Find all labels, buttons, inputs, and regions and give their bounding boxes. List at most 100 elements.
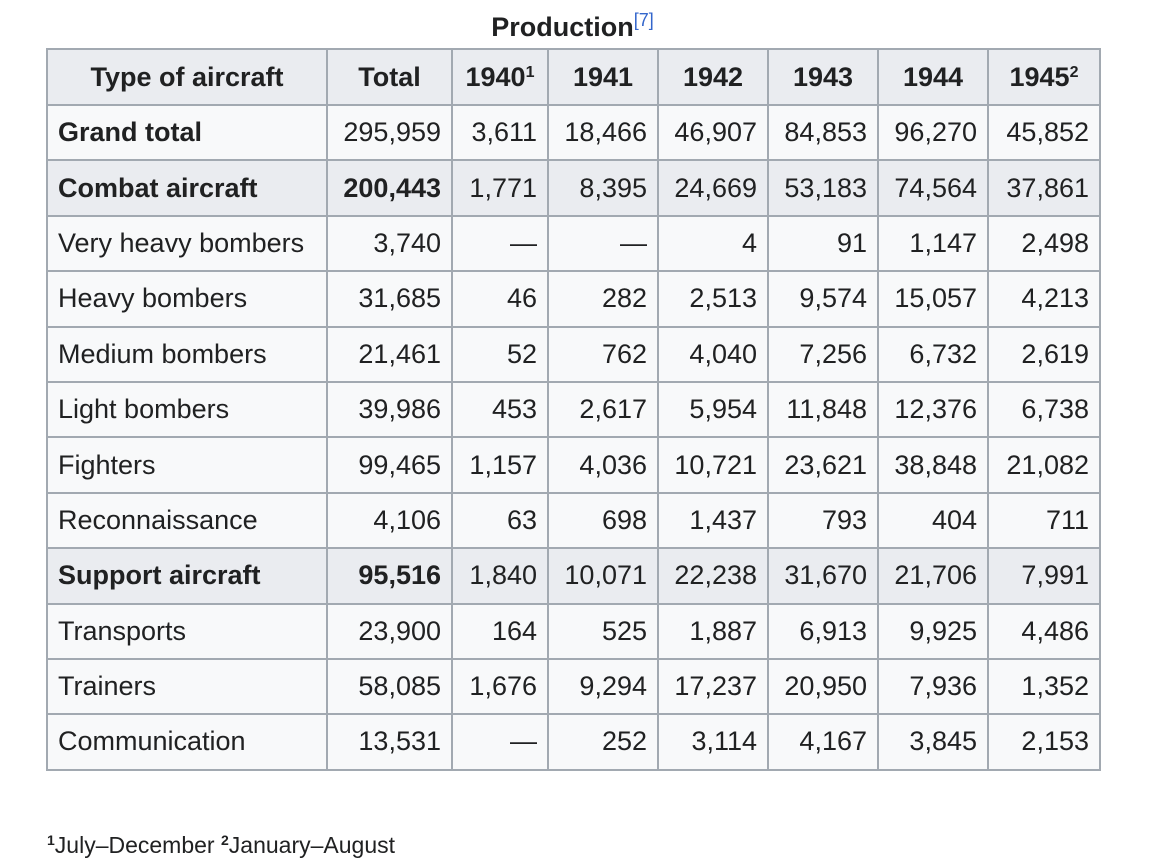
table-row: Grand total 295,959 3,611 18,466 46,907 84,85… — [46, 103, 1101, 162]
table-cell: 9,925 — [877, 602, 989, 660]
table-cell: 74,564 — [877, 159, 989, 217]
table-cell: 4,040 — [657, 325, 769, 383]
table-row: Medium bombers 21,461 52 762 4,040 7,256 6,732… — [46, 325, 1101, 383]
row-total-cell: 4,106 — [326, 491, 453, 550]
table-cell: 4,213 — [987, 270, 1101, 328]
table-cell: 2,153 — [987, 713, 1101, 771]
table-cell: 164 — [451, 602, 549, 660]
table-cell: 96,270 — [877, 103, 989, 162]
table-cell: 4,167 — [767, 713, 879, 771]
table-cell: 1,840 — [451, 547, 549, 605]
row-label: Fighters — [46, 436, 328, 494]
row-label: Very heavy bombers — [46, 214, 328, 273]
column-header-label: 1941 — [572, 61, 634, 92]
column-header: Total — [326, 48, 453, 106]
table-cell: 1,887 — [657, 602, 769, 660]
row-label: Light bombers — [46, 380, 328, 439]
table-cell: 63 — [451, 491, 549, 550]
table-cell: 12,376 — [877, 380, 989, 439]
table-cell: 17,237 — [657, 657, 769, 716]
footnote-2: 2January–August — [221, 832, 395, 858]
column-header: 1944 — [877, 48, 989, 106]
table-row: Trainers 58,085 1,676 9,294 17,237 20,950 7,93… — [46, 657, 1101, 716]
table-cell: — — [547, 214, 659, 273]
table-cell: 6,732 — [877, 325, 989, 383]
table-cell: 698 — [547, 491, 659, 550]
table-cell: 7,256 — [767, 325, 879, 383]
column-header: 1942 — [657, 48, 769, 106]
table-cell: 22,238 — [657, 547, 769, 605]
table-cell: 6,913 — [767, 602, 879, 660]
footnote-2-marker: 2 — [220, 832, 229, 848]
table-cell: 84,853 — [767, 103, 879, 162]
row-total-cell: 21,461 — [326, 325, 453, 383]
table-cell: 282 — [547, 270, 659, 328]
column-header: 1941 — [547, 48, 659, 106]
table-cell: 46 — [451, 270, 549, 328]
column-header: Type of aircraft — [46, 48, 328, 106]
table-row: Combat aircraft 200,443 1,771 8,395 24,669 53… — [46, 159, 1101, 217]
table-cell: 4,486 — [987, 602, 1101, 660]
caption-reference-link[interactable]: [7] — [633, 10, 654, 30]
table-cell: 11,848 — [767, 380, 879, 439]
footnote-2-text: January–August — [228, 832, 396, 858]
column-header-label: 1940 — [465, 61, 526, 92]
table-cell: 53,183 — [767, 159, 879, 217]
row-total-cell: 23,900 — [326, 602, 453, 660]
table-cell: 10,071 — [547, 547, 659, 605]
table-cell: 9,574 — [767, 270, 879, 328]
table-cell: 2,617 — [547, 380, 659, 439]
row-label: Grand total — [46, 103, 328, 162]
table-row: Support aircraft 95,516 1,840 10,071 22,238 3… — [46, 547, 1101, 605]
table-row: Fighters 99,465 1,157 4,036 10,721 23,621 38,8… — [46, 436, 1101, 494]
row-total-cell: 3,740 — [326, 214, 453, 273]
table-cell: 3,114 — [657, 713, 769, 771]
production-table: Type of aircraft Total 19401 1941 1942 1943 19… — [46, 48, 1101, 771]
column-header-label: 1944 — [902, 61, 964, 92]
table-row: Very heavy bombers 3,740— —4 91 1,147 2,498 — [46, 214, 1101, 273]
row-total-cell: 295,959 — [326, 103, 453, 162]
table-cell: 91 — [767, 214, 879, 273]
row-total-cell: 39,986 — [326, 380, 453, 439]
table-row: Light bombers 39,986 453 2,617 5,954 11,848 12… — [46, 380, 1101, 439]
table-cell: 5,954 — [657, 380, 769, 439]
table-cell: 37,861 — [987, 159, 1101, 217]
row-label: Communication — [46, 713, 328, 771]
table-cell: 7,991 — [987, 547, 1101, 605]
table-cell: — — [451, 214, 549, 273]
table-cell: 1,676 — [451, 657, 549, 716]
table-cell: 9,294 — [547, 657, 659, 716]
table-cell: 8,395 — [547, 159, 659, 217]
table-cell: 2,619 — [987, 325, 1101, 383]
table-cell: 6,738 — [987, 380, 1101, 439]
table-cell: 10,721 — [657, 436, 769, 494]
column-header-label: Total — [358, 61, 421, 92]
row-total-cell: 200,443 — [326, 159, 453, 217]
table-body: Grand total 295,959 3,611 18,466 46,907 84,85… — [46, 103, 1101, 771]
table-row: Communication 13,531—252 3,114 4,167 3,845 2,… — [46, 713, 1101, 771]
column-header-label: Type of aircraft — [90, 61, 284, 92]
table-cell: 1,147 — [877, 214, 989, 273]
column-footnote-marker: 2 — [1069, 63, 1079, 81]
row-label: Reconnaissance — [46, 491, 328, 550]
table-cell: 24,669 — [657, 159, 769, 217]
table-cell: 21,706 — [877, 547, 989, 605]
table-cell: 1,157 — [451, 436, 549, 494]
row-total-cell: 95,516 — [326, 547, 453, 605]
table-cell: 1,771 — [451, 159, 549, 217]
row-label: Trainers — [46, 657, 328, 716]
table-cell: 404 — [877, 491, 989, 550]
table-cell: 3,611 — [451, 103, 549, 162]
row-label: Medium bombers — [46, 325, 328, 383]
table-cell: 20,950 — [767, 657, 879, 716]
table-cell: 762 — [547, 325, 659, 383]
row-label: Support aircraft — [46, 547, 328, 605]
column-header-label: 1945 — [1009, 61, 1070, 92]
caption-title: Production — [491, 12, 634, 42]
footnote-1: 1July–December — [47, 832, 215, 858]
row-label: Combat aircraft — [46, 159, 328, 217]
table-cell: 711 — [987, 491, 1101, 550]
row-label: Heavy bombers — [46, 270, 328, 328]
column-header: 19401 — [451, 48, 549, 106]
table-cell: 4,036 — [547, 436, 659, 494]
